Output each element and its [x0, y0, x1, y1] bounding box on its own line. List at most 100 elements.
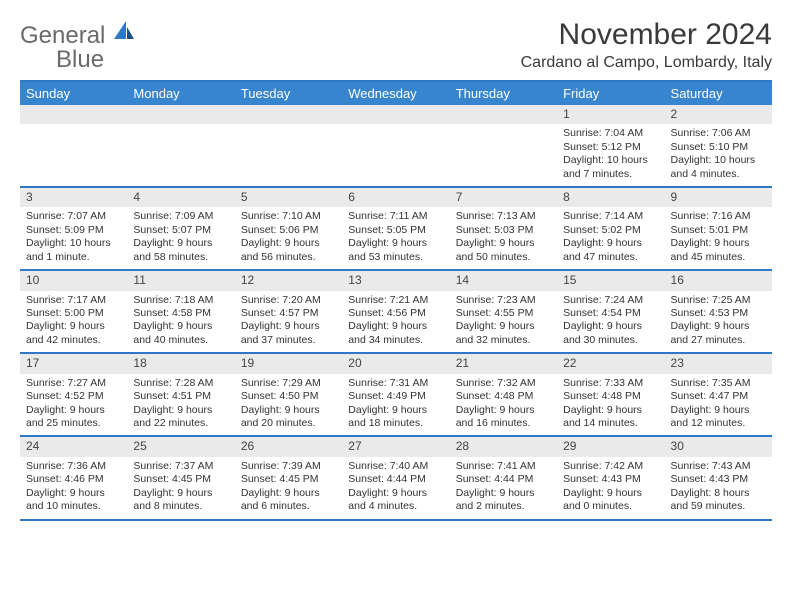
brand-sail-icon — [112, 19, 136, 43]
calendar-day: 3Sunrise: 7:07 AMSunset: 5:09 PMDaylight… — [20, 188, 127, 269]
sunrise-line: Sunrise: 7:09 AM — [133, 210, 228, 223]
calendar-day: 7Sunrise: 7:13 AMSunset: 5:03 PMDaylight… — [450, 188, 557, 269]
calendar-day: 10Sunrise: 7:17 AMSunset: 5:00 PMDayligh… — [20, 271, 127, 352]
daylight-line: Daylight: 9 hours and 32 minutes. — [456, 320, 551, 347]
daylight-line: Daylight: 9 hours and 58 minutes. — [133, 237, 228, 264]
page-title: November 2024 — [521, 18, 772, 52]
header: General Blue November 2024 Cardano al Ca… — [20, 18, 772, 72]
day-number — [450, 105, 557, 124]
calendar-day: 28Sunrise: 7:41 AMSunset: 4:44 PMDayligh… — [450, 437, 557, 518]
calendar-day-empty — [127, 105, 234, 186]
daylight-line: Daylight: 9 hours and 16 minutes. — [456, 404, 551, 431]
sunset-line: Sunset: 4:47 PM — [671, 390, 766, 403]
calendar-day: 19Sunrise: 7:29 AMSunset: 4:50 PMDayligh… — [235, 354, 342, 435]
day-number: 2 — [665, 105, 772, 124]
daylight-line: Daylight: 9 hours and 20 minutes. — [241, 404, 336, 431]
location: Cardano al Campo, Lombardy, Italy — [521, 54, 772, 72]
calendar-grid: 1Sunrise: 7:04 AMSunset: 5:12 PMDaylight… — [20, 105, 772, 521]
calendar-day: 17Sunrise: 7:27 AMSunset: 4:52 PMDayligh… — [20, 354, 127, 435]
day-number — [20, 105, 127, 124]
dow-label: Monday — [127, 82, 234, 105]
calendar-day: 11Sunrise: 7:18 AMSunset: 4:58 PMDayligh… — [127, 271, 234, 352]
calendar-day: 24Sunrise: 7:36 AMSunset: 4:46 PMDayligh… — [20, 437, 127, 518]
sunset-line: Sunset: 4:52 PM — [26, 390, 121, 403]
sunset-line: Sunset: 4:58 PM — [133, 307, 228, 320]
sunrise-line: Sunrise: 7:16 AM — [671, 210, 766, 223]
calendar-day: 12Sunrise: 7:20 AMSunset: 4:57 PMDayligh… — [235, 271, 342, 352]
daylight-line: Daylight: 9 hours and 50 minutes. — [456, 237, 551, 264]
sunrise-line: Sunrise: 7:21 AM — [348, 294, 443, 307]
daylight-line: Daylight: 9 hours and 14 minutes. — [563, 404, 658, 431]
calendar-day: 29Sunrise: 7:42 AMSunset: 4:43 PMDayligh… — [557, 437, 664, 518]
sunrise-line: Sunrise: 7:07 AM — [26, 210, 121, 223]
sunset-line: Sunset: 4:45 PM — [241, 473, 336, 486]
day-number: 23 — [665, 354, 772, 373]
sunrise-line: Sunrise: 7:25 AM — [671, 294, 766, 307]
sunset-line: Sunset: 5:10 PM — [671, 141, 766, 154]
day-number: 15 — [557, 271, 664, 290]
calendar-day: 2Sunrise: 7:06 AMSunset: 5:10 PMDaylight… — [665, 105, 772, 186]
day-number: 20 — [342, 354, 449, 373]
dow-label: Friday — [557, 82, 664, 105]
daylight-line: Daylight: 9 hours and 42 minutes. — [26, 320, 121, 347]
day-number: 8 — [557, 188, 664, 207]
sunrise-line: Sunrise: 7:40 AM — [348, 460, 443, 473]
daylight-line: Daylight: 9 hours and 27 minutes. — [671, 320, 766, 347]
day-number — [342, 105, 449, 124]
sunset-line: Sunset: 4:51 PM — [133, 390, 228, 403]
calendar-day: 4 Sunrise: 7:09 AMSunset: 5:07 PMDaylight… — [127, 188, 234, 269]
calendar-week: 24Sunrise: 7:36 AMSunset: 4:46 PMDayligh… — [20, 437, 772, 520]
sunset-line: Sunset: 4:43 PM — [671, 473, 766, 486]
sunset-line: Sunset: 4:48 PM — [563, 390, 658, 403]
dow-label: Thursday — [450, 82, 557, 105]
daylight-line: Daylight: 9 hours and 18 minutes. — [348, 404, 443, 431]
brand-logo: General Blue — [20, 24, 136, 72]
day-number: 3 — [20, 188, 127, 207]
calendar-day: 6Sunrise: 7:11 AMSunset: 5:05 PMDaylight… — [342, 188, 449, 269]
sunrise-line: Sunrise: 7:39 AM — [241, 460, 336, 473]
sunset-line: Sunset: 5:07 PM — [133, 224, 228, 237]
sunrise-line: Sunrise: 7:04 AM — [563, 127, 658, 140]
daylight-line: Daylight: 9 hours and 0 minutes. — [563, 487, 658, 514]
daylight-line: Daylight: 9 hours and 40 minutes. — [133, 320, 228, 347]
sunset-line: Sunset: 5:03 PM — [456, 224, 551, 237]
daylight-line: Daylight: 9 hours and 22 minutes. — [133, 404, 228, 431]
day-number: 26 — [235, 437, 342, 456]
sunset-line: Sunset: 4:55 PM — [456, 307, 551, 320]
sunset-line: Sunset: 4:56 PM — [348, 307, 443, 320]
sunset-line: Sunset: 4:44 PM — [456, 473, 551, 486]
sunrise-line: Sunrise: 7:28 AM — [133, 377, 228, 390]
day-number: 4 — [127, 188, 234, 207]
calendar-day: 15Sunrise: 7:24 AMSunset: 4:54 PMDayligh… — [557, 271, 664, 352]
day-number: 17 — [20, 354, 127, 373]
calendar-week: 17Sunrise: 7:27 AMSunset: 4:52 PMDayligh… — [20, 354, 772, 437]
dow-label: Tuesday — [235, 82, 342, 105]
day-number: 13 — [342, 271, 449, 290]
daylight-line: Daylight: 9 hours and 4 minutes. — [348, 487, 443, 514]
sunrise-line: Sunrise: 7:37 AM — [133, 460, 228, 473]
calendar: SundayMondayTuesdayWednesdayThursdayFrid… — [20, 80, 772, 521]
sunrise-line: Sunrise: 7:06 AM — [671, 127, 766, 140]
sunrise-line: Sunrise: 7:41 AM — [456, 460, 551, 473]
day-number: 24 — [20, 437, 127, 456]
daylight-line: Daylight: 9 hours and 10 minutes. — [26, 487, 121, 514]
day-number: 27 — [342, 437, 449, 456]
calendar-day-empty — [235, 105, 342, 186]
sunrise-line: Sunrise: 7:32 AM — [456, 377, 551, 390]
sunrise-line: Sunrise: 7:43 AM — [671, 460, 766, 473]
day-number: 12 — [235, 271, 342, 290]
sunrise-line: Sunrise: 7:42 AM — [563, 460, 658, 473]
sunrise-line: Sunrise: 7:31 AM — [348, 377, 443, 390]
sunset-line: Sunset: 4:45 PM — [133, 473, 228, 486]
sunset-line: Sunset: 4:44 PM — [348, 473, 443, 486]
daylight-line: Daylight: 10 hours and 1 minute. — [26, 237, 121, 264]
sunrise-line: Sunrise: 7:29 AM — [241, 377, 336, 390]
sunrise-line: Sunrise: 7:36 AM — [26, 460, 121, 473]
dow-row: SundayMondayTuesdayWednesdayThursdayFrid… — [20, 82, 772, 105]
sunset-line: Sunset: 5:05 PM — [348, 224, 443, 237]
sunrise-line: Sunrise: 7:14 AM — [563, 210, 658, 223]
sunrise-line: Sunrise: 7:13 AM — [456, 210, 551, 223]
daylight-line: Daylight: 9 hours and 56 minutes. — [241, 237, 336, 264]
daylight-line: Daylight: 9 hours and 53 minutes. — [348, 237, 443, 264]
calendar-day: 16Sunrise: 7:25 AMSunset: 4:53 PMDayligh… — [665, 271, 772, 352]
